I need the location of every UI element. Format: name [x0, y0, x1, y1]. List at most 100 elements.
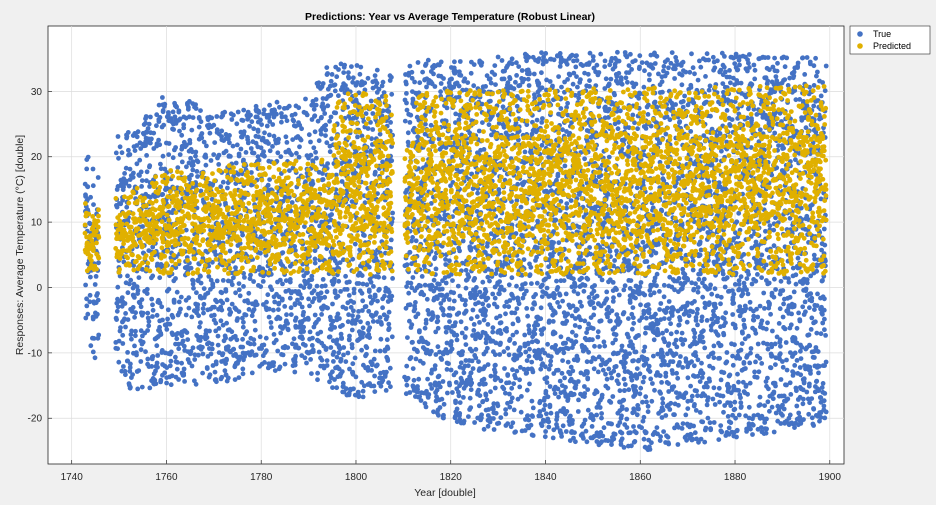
point: [480, 293, 486, 298]
point: [543, 58, 549, 64]
point: [467, 395, 473, 401]
point: [147, 385, 153, 391]
point: [341, 70, 347, 75]
point: [615, 49, 620, 55]
point: [524, 288, 529, 294]
point: [341, 345, 347, 350]
point: [532, 326, 538, 332]
point: [301, 329, 306, 334]
point: [165, 307, 171, 313]
point: [429, 317, 434, 322]
point: [130, 174, 136, 180]
point: [234, 337, 240, 343]
point: [474, 314, 480, 320]
point: [284, 118, 290, 124]
point: [293, 353, 298, 359]
point: [227, 312, 233, 317]
point: [628, 278, 634, 283]
point: [612, 258, 617, 263]
point: [125, 290, 131, 296]
point: [622, 388, 627, 393]
point: [352, 241, 358, 247]
point: [359, 330, 365, 335]
point: [343, 306, 349, 311]
point: [126, 183, 132, 189]
point: [190, 281, 196, 287]
point: [115, 304, 121, 310]
point: [246, 290, 252, 296]
point: [150, 244, 156, 250]
point: [336, 93, 341, 99]
point: [474, 285, 479, 290]
point: [557, 292, 563, 298]
point: [198, 273, 203, 279]
point: [308, 139, 313, 145]
point: [195, 174, 200, 179]
point: [137, 173, 142, 178]
point: [433, 390, 438, 395]
point: [390, 210, 395, 216]
point: [595, 334, 601, 340]
point: [491, 427, 497, 432]
point: [311, 288, 317, 294]
point: [388, 384, 393, 390]
point: [511, 381, 517, 387]
point: [258, 145, 264, 151]
point: [527, 381, 532, 387]
point: [117, 273, 123, 279]
point: [337, 316, 342, 321]
point: [113, 150, 119, 156]
point: [289, 152, 294, 158]
point: [201, 310, 206, 316]
point: [621, 376, 627, 382]
point: [156, 102, 162, 108]
point: [268, 284, 273, 290]
point: [516, 64, 522, 69]
point: [156, 137, 162, 143]
point: [522, 332, 528, 338]
point: [437, 384, 443, 390]
point: [555, 300, 560, 305]
point: [187, 114, 192, 120]
point: [550, 245, 555, 251]
point: [331, 359, 336, 364]
point: [133, 333, 138, 339]
point: [463, 308, 469, 314]
point: [404, 100, 409, 106]
point: [346, 70, 351, 75]
point: [578, 77, 583, 82]
point: [186, 104, 191, 110]
point: [572, 323, 578, 328]
point: [322, 294, 328, 300]
point: [463, 267, 469, 273]
point: [422, 282, 428, 288]
point: [138, 347, 144, 353]
point: [582, 156, 587, 162]
point: [278, 330, 284, 336]
point: [138, 304, 144, 310]
point: [522, 281, 528, 286]
point: [479, 101, 485, 107]
point: [405, 130, 411, 136]
point: [229, 329, 235, 335]
point: [591, 366, 597, 372]
point: [267, 148, 273, 154]
point: [517, 377, 522, 383]
point: [477, 320, 482, 325]
point: [158, 330, 164, 336]
point: [483, 381, 488, 387]
point: [410, 235, 415, 240]
point: [160, 109, 166, 115]
point: [428, 122, 434, 128]
point: [610, 280, 616, 285]
point: [198, 108, 203, 113]
point: [204, 366, 210, 371]
point: [421, 292, 427, 298]
point: [168, 358, 174, 364]
point: [264, 299, 269, 305]
point: [332, 82, 338, 88]
point: [480, 120, 485, 125]
point: [583, 428, 589, 434]
point: [440, 307, 446, 312]
point: [196, 124, 202, 130]
